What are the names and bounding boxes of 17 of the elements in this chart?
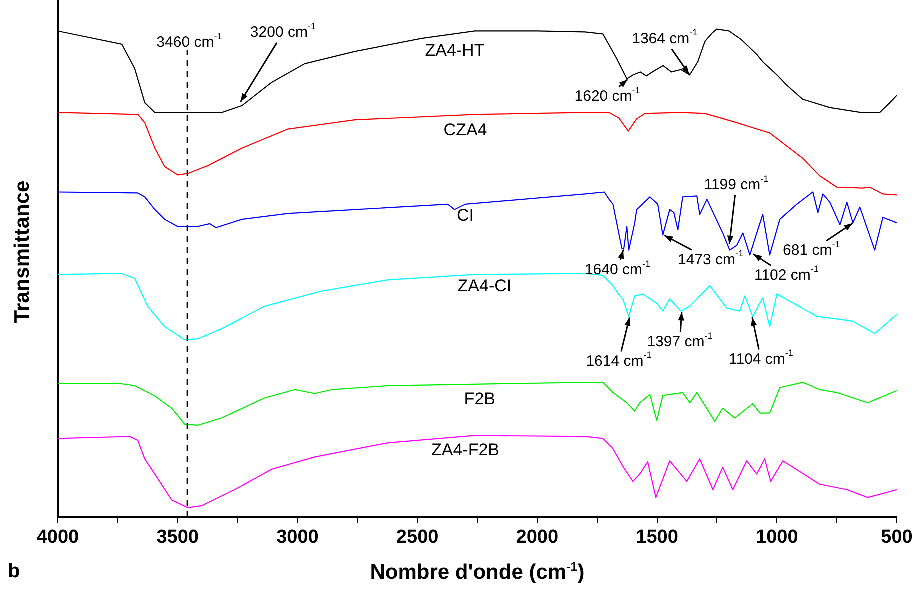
- y-axis-title: Transmittance: [11, 180, 35, 326]
- x-tick-label: 500: [881, 526, 913, 548]
- x-tick-label: 1000: [756, 526, 798, 548]
- series-label: CI: [457, 206, 474, 226]
- x-tick-label: 4000: [36, 526, 80, 548]
- series-label: ZA4-HT: [425, 40, 485, 60]
- x-tick-label: 1500: [636, 526, 678, 548]
- series-label: ZA4-CI: [458, 276, 512, 296]
- x-tick-label: 2500: [396, 526, 439, 548]
- series-label: F2B: [464, 390, 496, 409]
- series-label: CZA4: [444, 120, 488, 140]
- x-tick-label: 3500: [156, 526, 199, 548]
- series-label: ZA4-F2B: [432, 440, 500, 460]
- text: b: [8, 560, 20, 583]
- x-axis-title: Nombre d'onde (cm$^{-1}$): [369, 560, 586, 585]
- x-tick-label: 2000: [516, 526, 559, 548]
- x-tick-label: 3000: [276, 526, 319, 548]
